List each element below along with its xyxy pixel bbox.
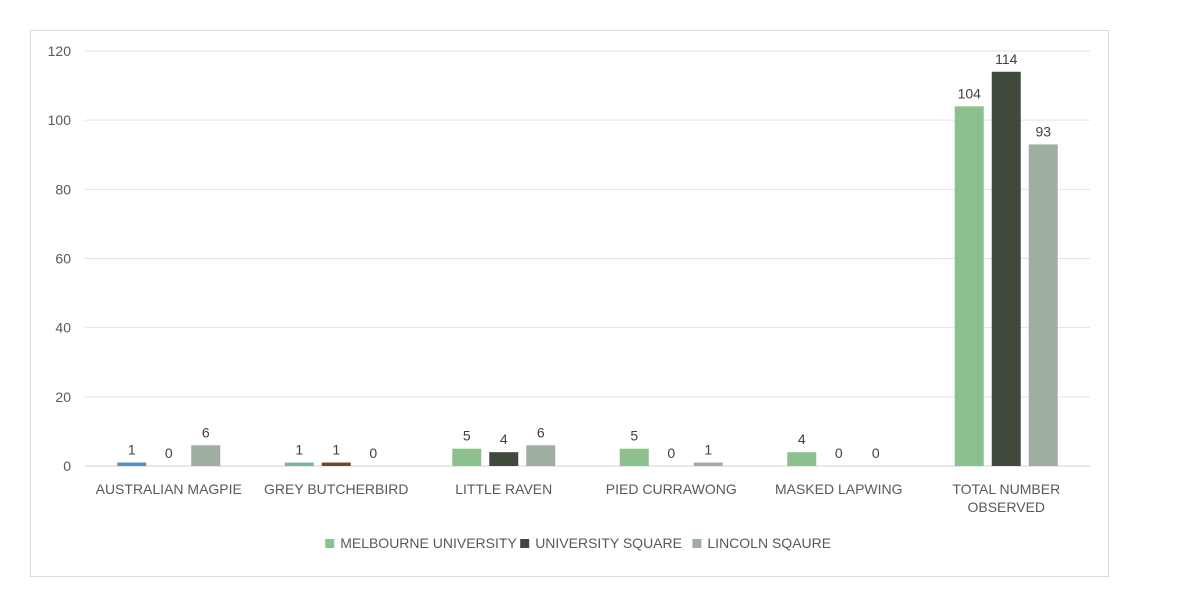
data-label: 1 (332, 442, 340, 458)
bar (526, 445, 556, 466)
x-tick-label: MASKED LAPWING (775, 481, 903, 497)
x-tick-label: PIED CURRAWONG (606, 481, 737, 497)
y-tick-label: 80 (55, 181, 71, 197)
x-tick-label: LITTLE RAVEN (455, 481, 552, 497)
data-label: 114 (995, 51, 1018, 67)
bar (619, 448, 649, 466)
data-label: 4 (500, 431, 508, 447)
legend-label: UNIVERSITY SQUARE (535, 535, 682, 551)
x-tick-label: AUSTRALIAN MAGPIE (96, 481, 242, 497)
y-tick-label: 120 (48, 43, 72, 59)
legend-swatch (325, 539, 335, 548)
data-label: 104 (958, 85, 982, 101)
y-tick-label: 40 (55, 320, 71, 336)
data-label: 5 (630, 428, 638, 444)
bar (991, 71, 1021, 466)
bar (191, 445, 221, 466)
data-label: 0 (667, 445, 675, 461)
data-label: 1 (295, 442, 303, 458)
bar (489, 452, 519, 466)
bar (1028, 144, 1058, 466)
y-tick-label: 100 (48, 112, 72, 128)
data-label: 1 (704, 442, 712, 458)
data-label: 1 (128, 442, 136, 458)
legend-swatch (692, 539, 702, 548)
data-label: 6 (202, 424, 210, 440)
data-label: 0 (165, 445, 173, 461)
bar (117, 462, 147, 466)
y-tick-label: 20 (55, 389, 71, 405)
x-tick-label: OBSERVED (967, 499, 1045, 515)
bar (452, 448, 482, 466)
bar (321, 462, 351, 466)
data-label: 93 (1035, 123, 1051, 139)
bar (284, 462, 314, 466)
data-label: 0 (835, 445, 843, 461)
legend-label: MELBOURNE UNIVERSITY (340, 535, 517, 551)
data-label: 4 (798, 431, 806, 447)
y-tick-label: 60 (55, 251, 71, 267)
chart-frame (30, 30, 1109, 577)
data-label: 0 (369, 445, 377, 461)
y-tick-label: 0 (63, 458, 71, 474)
bar (787, 452, 817, 466)
bar (693, 462, 723, 466)
bar (954, 106, 984, 466)
legend-label: LINCOLN SQAURE (707, 535, 831, 551)
data-label: 0 (872, 445, 880, 461)
legend-swatch (520, 539, 530, 548)
data-label: 6 (537, 424, 545, 440)
x-tick-label: TOTAL NUMBER (952, 481, 1060, 497)
x-tick-label: GREY BUTCHERBIRD (264, 481, 408, 497)
data-label: 5 (463, 428, 471, 444)
